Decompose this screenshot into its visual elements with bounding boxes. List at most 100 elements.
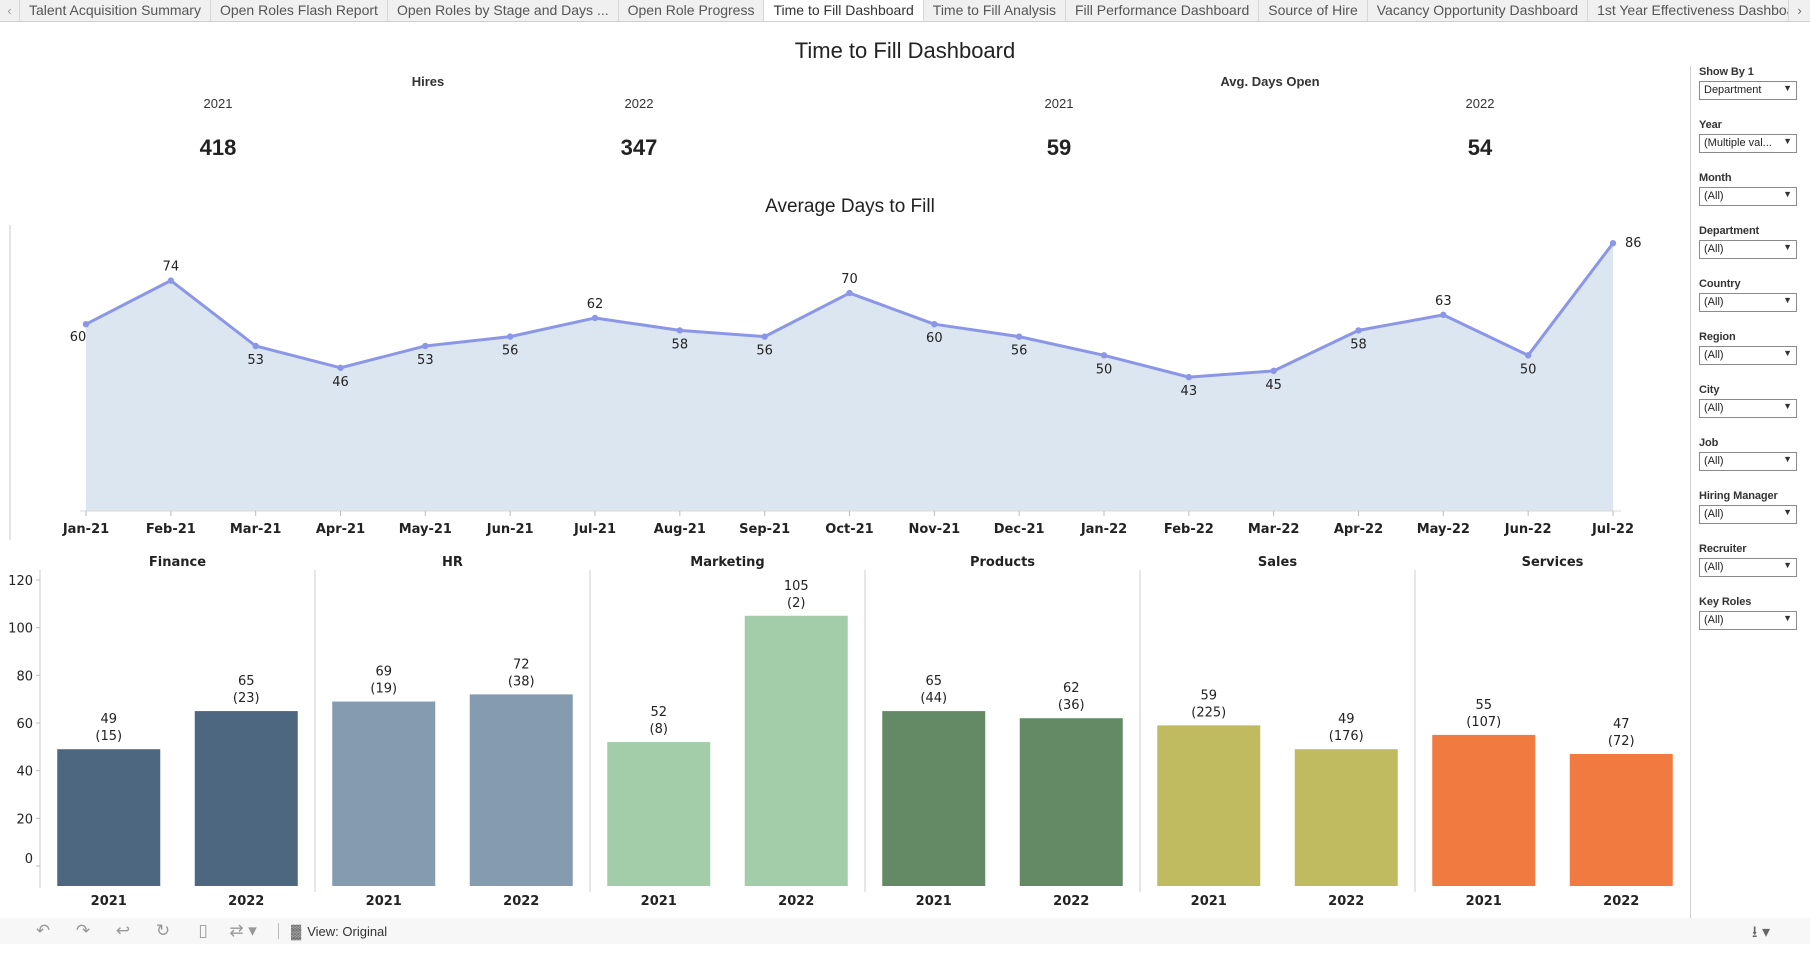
filter-dropdown-region[interactable]: (All) ▼ [1699,346,1797,365]
data-label: 43 [1181,384,1198,399]
filter-dropdown-country[interactable]: (All) ▼ [1699,293,1797,312]
bar-sales-2021 [1157,725,1261,886]
data-label: 70 [841,272,858,287]
data-point [1355,327,1362,334]
filter-dropdown-recruiter[interactable]: (All) ▼ [1699,558,1797,577]
y-tick-label: 120 [8,574,33,589]
x-tick-label: Dec-21 [994,522,1045,537]
x-tick-label: Jan-22 [1080,522,1127,537]
tab-scroll-left-icon[interactable]: ‹ [0,0,20,21]
x-tick-label: Feb-21 [146,522,196,537]
charts-canvas: 60 Jan-21 74 Feb-21 53 Mar-21 46 Apr-21 53 May-21… [8,225,1673,909]
data-point [676,327,684,334]
undo-icon[interactable]: ↶ [35,921,51,940]
data-label: 62 [587,297,604,312]
tab-1st-year-effectiveness-dashboa[interactable]: 1st Year Effectiveness Dashboa... [1588,0,1788,21]
panel-title: Products [970,555,1035,570]
bar-hr-2021 [332,701,436,886]
x-tick-label: Jan-21 [62,522,109,537]
x-tick-label: Jun-21 [486,522,534,537]
filter-dropdown-key-roles[interactable]: (All) ▼ [1699,611,1797,630]
tab-time-to-fill-analysis[interactable]: Time to Fill Analysis [924,0,1066,21]
filter-value: (All) [1704,190,1724,202]
bottom-toolbar: ↶ ↷ ↩ ↻ ▯ ⇄ ▾ ▓ View: Original ⭳ ▾ [0,918,1810,944]
tab-time-to-fill-dashboard[interactable]: Time to Fill Dashboard [764,0,924,21]
filter-value: (All) [1704,508,1724,520]
x-tick-label: 2021 [366,894,402,909]
data-label: 58 [672,337,689,352]
tab-talent-acquisition-summary[interactable]: Talent Acquisition Summary [20,0,211,21]
x-tick-label: Oct-21 [825,522,873,537]
bar-count-label: (19) [370,682,397,697]
bar-value-label: 59 [1200,688,1217,703]
bar-value-label: 55 [1475,698,1492,713]
kpi-avg-days-title: Avg. Days Open [1220,74,1320,89]
data-point [1609,240,1617,247]
filter-dropdown-department[interactable]: (All) ▼ [1699,240,1797,259]
kpi-hires-year-2021: 2021 [203,96,233,111]
filter-dropdown-city[interactable]: (All) ▼ [1699,399,1797,418]
filter-value: (All) [1704,561,1724,573]
bar-count-label: (72) [1608,734,1635,749]
chevron-down-icon: ▼ [1783,401,1792,411]
tab-source-of-hire[interactable]: Source of Hire [1259,0,1368,21]
bar-count-label: (176) [1329,729,1364,744]
tab-fill-performance-dashboard[interactable]: Fill Performance Dashboard [1066,0,1260,21]
y-tick-label: 80 [16,669,33,684]
refresh-data-icon[interactable]: ↻ [155,921,171,940]
x-tick-label: Jul-21 [573,522,616,537]
bar-value-label: 72 [513,657,530,672]
kpi-avg-days-value-2022: 54 [1467,135,1493,160]
bar-count-label: (38) [508,674,535,689]
bar-value-label: 62 [1063,681,1080,696]
x-tick-label: 2022 [778,894,814,909]
tab-scroll-right-icon[interactable]: › [1788,0,1810,21]
x-tick-label: Apr-21 [316,522,365,537]
view-original-button[interactable]: ▓ View: Original [291,923,387,939]
bar-value-label: 49 [1338,712,1355,727]
filter-dropdown-hiring-manager[interactable]: (All) ▼ [1699,505,1797,524]
filter-country: Country (All) ▼ [1699,278,1799,312]
data-source-icon[interactable]: ▯ [198,921,208,940]
filter-dropdown-year[interactable]: (Multiple val... ▼ [1699,134,1797,153]
download-icon[interactable]: ⭳ ▾ [1751,924,1770,941]
bar-count-label: (44) [920,691,947,706]
kpi-hires-year-2022: 2022 [624,96,654,111]
x-tick-label: 2022 [1053,894,1089,909]
panel-title: Services [1522,555,1584,570]
data-label: 58 [1350,337,1367,352]
bar-count-label: (23) [233,691,260,706]
tab-open-roles-flash-report[interactable]: Open Roles Flash Report [211,0,388,21]
bar-count-label: (36) [1058,698,1085,713]
x-tick-label: 2021 [1191,894,1227,909]
bar-marketing-2021 [607,742,711,886]
bar-products-2022 [1019,718,1123,886]
filter-job: Job (All) ▼ [1699,437,1799,471]
filter-dropdown-show-by-1[interactable]: Department ▼ [1699,81,1797,100]
kpi-hires-value-2022: 347 [620,135,658,160]
data-label: 56 [1011,344,1028,359]
tab-vacancy-opportunity-dashboard[interactable]: Vacancy Opportunity Dashboard [1368,0,1589,21]
redo-icon[interactable]: ↷ [75,921,91,940]
data-label: 63 [1435,294,1452,309]
data-point [167,277,175,284]
data-point [1440,311,1447,319]
x-tick-label: 2022 [1603,894,1639,909]
filter-year: Year (Multiple val... ▼ [1699,119,1799,153]
data-point [591,314,599,322]
area-fill [86,243,1613,511]
tab-open-roles-by-stage-and-days[interactable]: Open Roles by Stage and Days ... [388,0,619,21]
filter-dropdown-job[interactable]: (All) ▼ [1699,452,1797,471]
tab-open-role-progress[interactable]: Open Role Progress [619,0,765,21]
pause-updates-icon[interactable]: ⇄ ▾ [229,921,257,940]
data-label: 60 [926,331,943,346]
panel-title: HR [442,555,463,570]
revert-icon[interactable]: ↩ [115,921,131,940]
x-tick-label: Mar-21 [230,522,282,537]
data-point [1524,352,1532,359]
kpi-avg-days-year-2021: 2021 [1044,96,1074,111]
panel-title: Sales [1258,555,1297,570]
filter-dropdown-month[interactable]: (All) ▼ [1699,187,1797,206]
x-tick-label: 2021 [641,894,677,909]
sheet-tabs: Talent Acquisition Summary Open Roles Fla… [20,0,1788,21]
